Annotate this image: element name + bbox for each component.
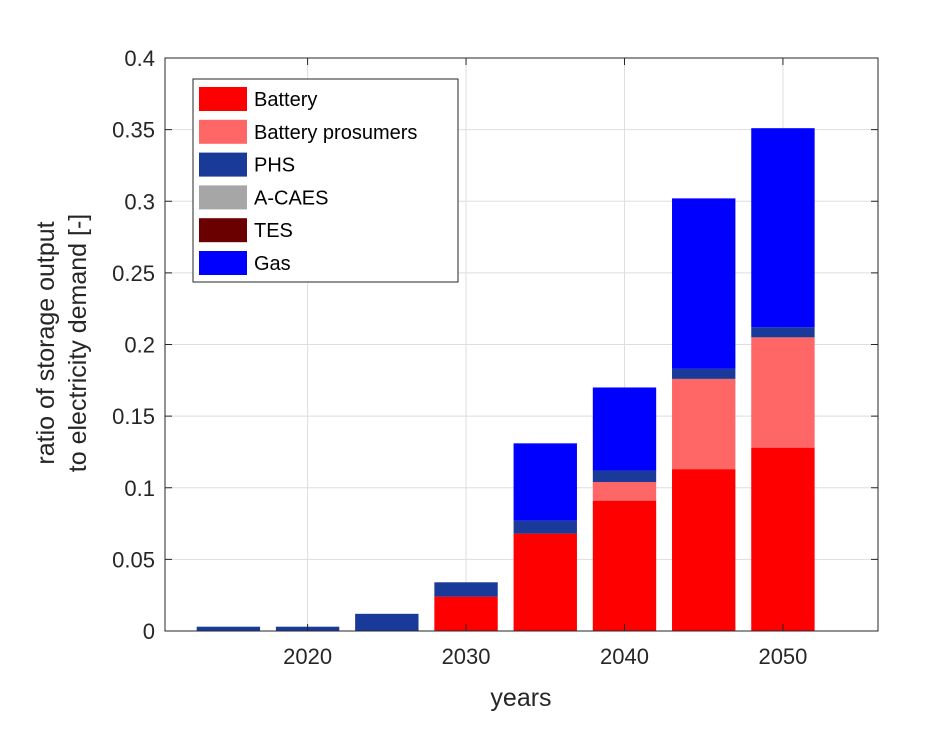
bar-segment-battery xyxy=(513,533,577,631)
x-axis-label: years xyxy=(490,684,551,712)
y-tick-label: 0.15 xyxy=(112,404,155,429)
bar-segment-phs xyxy=(513,520,577,534)
legend-label: Battery xyxy=(254,89,317,111)
bars xyxy=(196,128,815,631)
bar-segment-battery xyxy=(672,469,736,631)
y-tick-label: 0.2 xyxy=(124,333,155,358)
x-axis-ticks: 2020 2030 2040 2050 xyxy=(283,58,807,669)
bar-segment-phs xyxy=(592,470,657,483)
bar-segment-phs xyxy=(196,626,261,631)
bar-segment-phs xyxy=(751,327,815,338)
legend: Battery Battery prosumers PHS A-CAES TES Gas xyxy=(192,78,459,283)
bar-segment-phs xyxy=(672,368,736,379)
x-tick-label: 2040 xyxy=(600,644,649,669)
y-tick-label: 0.3 xyxy=(124,189,155,214)
y-tick-label: 0.4 xyxy=(124,46,155,71)
legend-label: TES xyxy=(254,220,293,242)
y-tick-label: 0.35 xyxy=(112,118,155,143)
y-tick-label: 0 xyxy=(143,619,155,644)
x-tick-label: 2050 xyxy=(758,644,807,669)
y-axis-label: ratio of storage output to electricity d… xyxy=(32,214,92,472)
legend-swatch xyxy=(199,87,247,111)
bar-segment-gas xyxy=(751,128,815,328)
bar-segment-battery xyxy=(751,447,815,631)
y-axis-label-line-2: to electricity demand [-] xyxy=(64,214,92,472)
bar-segment-gas xyxy=(672,198,736,369)
legend-swatch xyxy=(199,152,247,177)
legend-swatch xyxy=(199,251,247,275)
legend-swatch xyxy=(199,185,247,210)
bar-segment-gas xyxy=(513,443,577,521)
y-axis-label-line-1: ratio of storage output xyxy=(32,221,60,464)
legend-swatch xyxy=(199,119,247,144)
x-tick-label: 2020 xyxy=(283,644,332,669)
bar-segment-battery-prosumers xyxy=(592,482,657,501)
bar-segment-battery xyxy=(592,500,657,631)
legend-label: Gas xyxy=(254,253,291,275)
bar-segment-phs xyxy=(434,582,498,597)
x-tick-label: 2030 xyxy=(442,644,491,669)
bar-segment-gas xyxy=(592,387,657,471)
legend-box xyxy=(192,78,459,283)
legend-swatch xyxy=(199,218,247,243)
bar-segment-battery-prosumers xyxy=(672,378,736,470)
y-tick-label: 0.1 xyxy=(124,476,155,501)
y-axis-ticks: 0 0.05 0.1 0.15 0.2 0.25 0.3 0.35 0.4 xyxy=(112,46,878,644)
legend-label: PHS xyxy=(254,155,295,177)
legend-label: A-CAES xyxy=(254,187,328,209)
y-tick-label: 0.05 xyxy=(112,547,155,572)
legend-label: Battery prosumers xyxy=(254,122,417,144)
bar-segment-battery-prosumers xyxy=(751,337,815,448)
bar-segment-phs xyxy=(355,613,419,631)
y-tick-label: 0.25 xyxy=(112,261,155,286)
